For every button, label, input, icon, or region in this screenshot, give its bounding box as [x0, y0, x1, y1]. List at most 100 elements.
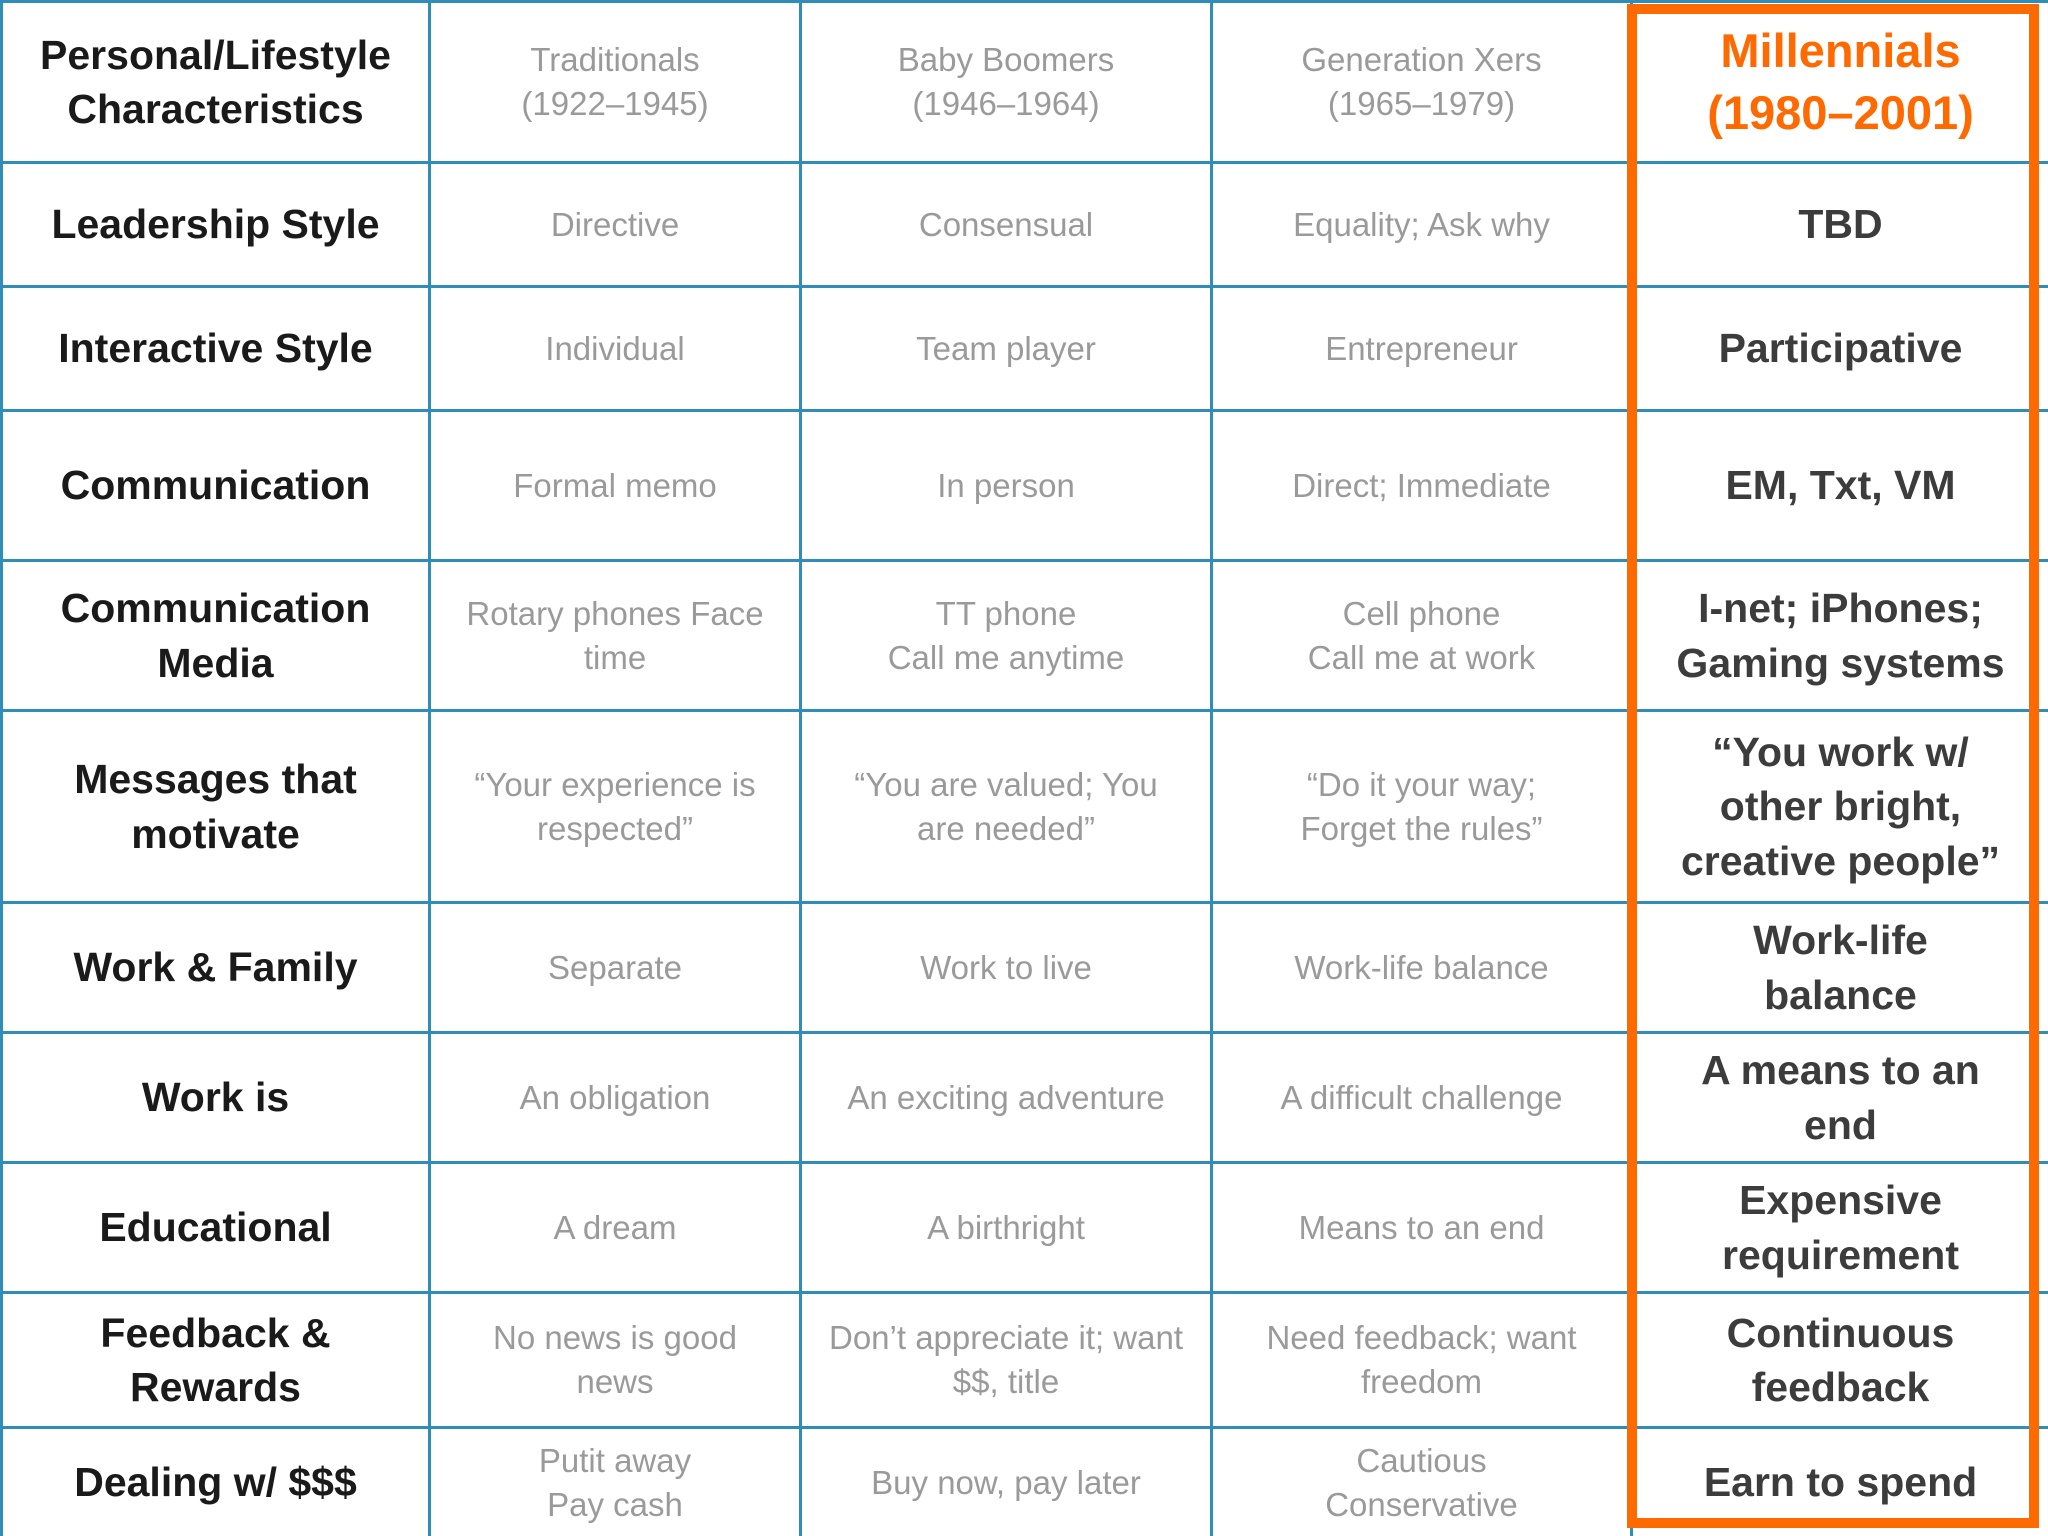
millennials-cell: Work-life balance: [1630, 901, 2048, 1034]
boomers-cell: “You are valued; You are needed”: [799, 709, 1213, 904]
cell-text-line: (1922–1945): [521, 85, 709, 122]
millennials-cell: Expensive requirement: [1630, 1161, 2048, 1294]
boomers-cell: Buy now, pay later: [799, 1426, 1213, 1536]
cell-text-line: Rotary phones Face: [466, 594, 764, 632]
cell-text-line: other bright,: [1719, 783, 1962, 830]
cell-text-line: “Your experience is: [474, 765, 756, 803]
cell-text-line: Entrepreneur: [1325, 329, 1518, 367]
cell-text-line: Cell phone: [1342, 594, 1501, 632]
cell-text-line: Traditionals: [530, 41, 700, 79]
label-cell: Educational: [0, 1161, 431, 1294]
boomers-cell: Consensual: [799, 161, 1213, 288]
cell-text-line: Team player: [916, 329, 1096, 367]
header-traditionals-cell: Traditionals (1922–1945): [428, 0, 802, 164]
genx-cell: Means to an end: [1210, 1161, 1633, 1294]
cell-text-line: Communication: [60, 462, 371, 509]
genx-cell: Work-life balance: [1210, 901, 1633, 1034]
cell-text-line: (1946–1964): [912, 85, 1100, 122]
cell-text-line: Work is: [141, 1074, 290, 1121]
millennials-cell: TBD: [1630, 161, 2048, 288]
cell-text-line: Rewards: [130, 1364, 301, 1410]
cell-text-line: Cautious: [1356, 1441, 1487, 1479]
genx-cell: Equality; Ask why: [1210, 161, 1633, 288]
label-cell: Work & Family: [0, 901, 431, 1034]
cell-text-line: Separate: [548, 948, 682, 986]
cell-text-line: Don’t appreciate it; want: [828, 1319, 1184, 1357]
cell-text-line: respected”: [537, 809, 693, 847]
cell-text-line: EM, Txt, VM: [1725, 462, 1956, 509]
label-cell: Leadership Style: [0, 161, 431, 288]
cell-text-line: Interactive Style: [58, 325, 373, 372]
cell-text-line: $$, title: [952, 1363, 1060, 1400]
cell-text-line: Personal/Lifestyle: [40, 31, 391, 78]
boomers-cell: In person: [799, 409, 1213, 562]
cell-text-line: Consensual: [918, 205, 1094, 243]
cell-text-line: are needed”: [917, 809, 1095, 847]
cell-text-line: requirement: [1722, 1231, 1959, 1278]
traditionals-cell: Individual: [428, 285, 802, 412]
cell-text-line: end: [1804, 1101, 1877, 1148]
cell-text-line: time: [583, 638, 647, 676]
cell-text-line: feedback: [1751, 1364, 1930, 1410]
boomers-cell: TT phone Call me anytime: [799, 559, 1213, 712]
genx-cell: Cell phone Call me at work: [1210, 559, 1633, 712]
cell-text-line: balance: [1764, 971, 1917, 1018]
cell-text-line: Gaming systems: [1676, 639, 2005, 686]
millennials-cell: Continuous feedback: [1630, 1291, 2048, 1429]
cell-text-line: Media: [157, 639, 274, 686]
traditionals-cell: An obligation: [428, 1031, 802, 1164]
cell-text-line: Call me anytime: [887, 638, 1125, 676]
cell-text-line: An obligation: [519, 1078, 711, 1116]
traditionals-cell: Directive: [428, 161, 802, 288]
label-cell: Dealing w/ $$$: [0, 1426, 431, 1536]
cell-text-line: Conservative: [1325, 1485, 1518, 1523]
cell-text-line: Millennials: [1720, 23, 1961, 77]
cell-text-line: Call me at work: [1307, 638, 1536, 676]
label-cell: Messages that motivate: [0, 709, 431, 904]
cell-text-line: Participative: [1718, 325, 1963, 372]
cell-text-line: Equality; Ask why: [1293, 205, 1550, 243]
cell-text-line: Feedback &: [100, 1309, 331, 1356]
traditionals-cell: Separate: [428, 901, 802, 1034]
cell-text-line: Work to live: [920, 948, 1092, 986]
cell-text-line: A birthright: [927, 1208, 1085, 1246]
header-row: Personal/Lifestyle Characteristics Tradit…: [0, 0, 2048, 164]
cell-text-line: TT phone: [935, 594, 1077, 632]
cell-text-line: Directive: [550, 205, 680, 243]
header-boomers-cell: Baby Boomers (1946–1964): [799, 0, 1213, 164]
table-row: Leadership Style Directive Consensual Equal…: [0, 161, 2048, 288]
cell-text-line: freedom: [1360, 1363, 1483, 1400]
cell-text-line: Individual: [545, 329, 685, 367]
cell-text-line: Generation Xers: [1301, 41, 1542, 79]
cell-text-line: Work & Family: [73, 944, 358, 991]
cell-text-line: Pay cash: [547, 1485, 683, 1523]
millennials-cell: “You work w/other bright, creative people…: [1630, 709, 2048, 904]
millennials-cell: Earn to spend: [1630, 1426, 2048, 1536]
cell-text-line: Leadership Style: [51, 201, 380, 248]
cell-text-line: Earn to spend: [1703, 1459, 1978, 1506]
table-row: Work & Family Separate Work to live Work-li…: [0, 901, 2048, 1034]
cell-text-line: Dealing w/ $$$: [74, 1459, 357, 1506]
traditionals-cell: Formal memo: [428, 409, 802, 562]
cell-text-line: Expensive: [1739, 1177, 1942, 1224]
cell-text-line: Baby Boomers: [897, 41, 1115, 79]
cell-text-line: Messages that: [74, 756, 357, 803]
millennials-cell: I-net; iPhones; Gaming systems: [1630, 559, 2048, 712]
header-genx-cell: Generation Xers (1965–1979): [1210, 0, 1633, 164]
cell-text-line: Continuous: [1726, 1309, 1955, 1356]
cell-text-line: “You work w/: [1712, 729, 1969, 776]
traditionals-cell: No news is good news: [428, 1291, 802, 1429]
label-cell: Feedback & Rewards: [0, 1291, 431, 1429]
cell-text-line: Direct; Immediate: [1292, 466, 1551, 504]
label-cell: Interactive Style: [0, 285, 431, 412]
cell-text-line: An exciting adventure: [847, 1078, 1165, 1116]
cell-text-line: Work-life: [1753, 917, 1928, 964]
cell-text-line: I-net; iPhones;: [1698, 585, 1983, 632]
traditionals-cell: Rotary phones Face time: [428, 559, 802, 712]
cell-text-line: Putit away: [538, 1441, 692, 1479]
cell-text-line: Communication: [60, 585, 371, 632]
cell-text-line: motivate: [131, 810, 300, 857]
